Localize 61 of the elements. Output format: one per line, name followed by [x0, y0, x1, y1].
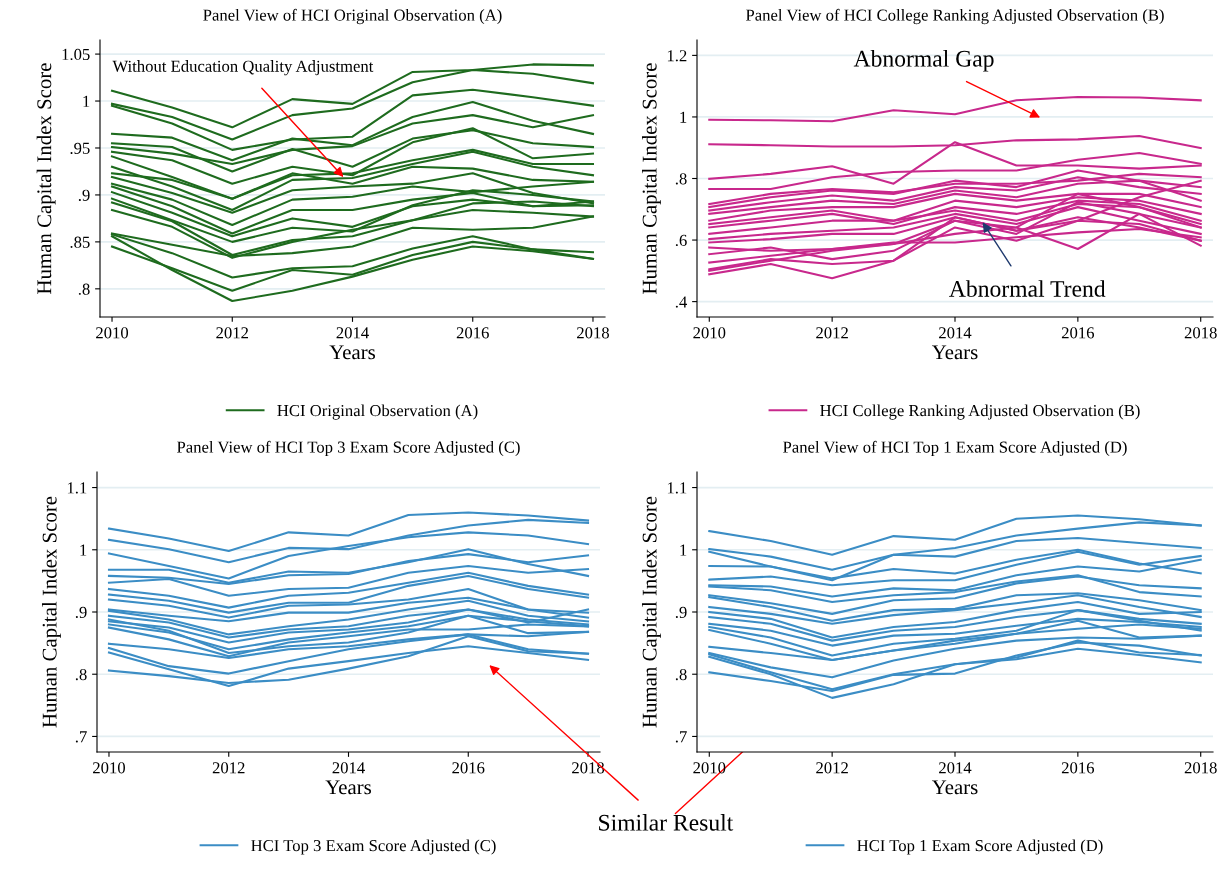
x-tick-label: 2018 — [572, 762, 605, 774]
y-tick-label: 1.1 — [67, 482, 87, 494]
chart-title: Panel View of HCI Top 3 Exam Score Adjusted (C) — [177, 440, 520, 457]
y-axis-title: Human Capital Index Score — [36, 63, 56, 294]
y-tick-label: 1 — [83, 95, 90, 107]
x-tick-label: 2010 — [693, 327, 726, 339]
chart-title: Panel View of HCI Top 1 Exam Score Adjusted (D) — [783, 440, 1127, 457]
legend-label: HCI Original Observation (A) — [277, 404, 478, 420]
y-tick-label: 1 — [680, 544, 687, 556]
x-tick-label: 2014 — [939, 762, 972, 774]
legend-label: HCI Top 3 Exam Score Adjusted (C) — [251, 839, 496, 855]
x-axis-title: Years — [931, 345, 978, 360]
x-tick-label: 2016 — [1061, 762, 1095, 774]
annotation: Abnormal Trend — [949, 280, 1106, 297]
x-tick-label: 2016 — [1061, 327, 1095, 339]
x-tick-label: 2012 — [212, 762, 245, 774]
y-tick-label: .9 — [75, 606, 87, 619]
x-axis-title: Years — [325, 780, 371, 795]
y-tick-label: 1.05 — [62, 48, 90, 61]
y-tick-label: .7 — [75, 731, 87, 743]
x-tick-label: 2014 — [332, 762, 365, 774]
annotation: Abnormal Gap — [853, 50, 994, 72]
legend-label: HCI Top 1 Exam Score Adjusted (D) — [857, 839, 1103, 855]
x-tick-label: 2010 — [96, 327, 129, 339]
x-axis-title: Years — [931, 780, 978, 795]
x-tick-label: 2016 — [456, 327, 489, 339]
x-tick-label: 2018 — [1184, 327, 1217, 339]
x-tick-label: 2012 — [816, 327, 848, 339]
x-tick-label: 2014 — [336, 327, 369, 339]
y-tick-label: .95 — [70, 142, 90, 154]
y-axis-title: Human Capital Index Score — [42, 496, 61, 728]
chart-title: Panel View of HCI College Ranking Adjusted Observation (B) — [745, 8, 1164, 25]
x-tick-label: 2016 — [452, 762, 485, 774]
y-tick-label: 1.2 — [667, 50, 687, 62]
y-tick-label: 1.1 — [667, 482, 687, 494]
x-tick-label: 2010 — [693, 762, 726, 774]
y-tick-label: 1 — [80, 544, 87, 556]
y-tick-label: .9 — [78, 189, 90, 201]
x-tick-label: 2018 — [577, 327, 610, 339]
y-tick-label: .8 — [75, 668, 87, 681]
legend-label: HCI College Ranking Adjusted Observation (B) — [820, 404, 1140, 420]
x-axis-title: Years — [329, 345, 375, 360]
y-tick-label: .8 — [78, 283, 90, 295]
x-tick-label: 2012 — [216, 327, 249, 339]
y-tick-label: .7 — [675, 731, 687, 743]
annotation: Without Education Quality Adjustment — [112, 60, 374, 76]
y-axis-title: Human Capital Index Score — [642, 496, 661, 728]
y-axis-title: Human Capital Index Score — [642, 63, 661, 294]
y-tick-label: .8 — [675, 173, 687, 185]
chart-title: Panel View of HCI Original Observation (A) — [203, 8, 502, 25]
y-tick-label: .6 — [675, 234, 687, 247]
x-tick-label: 2012 — [816, 762, 848, 774]
x-tick-label: 2014 — [939, 327, 972, 339]
y-tick-label: .9 — [675, 606, 687, 619]
text: Similar Result — [599, 814, 734, 831]
x-tick-label: 2010 — [93, 762, 126, 774]
y-tick-label: .4 — [675, 296, 688, 308]
x-tick-label: 2018 — [1184, 762, 1217, 774]
y-tick-label: 1 — [680, 111, 687, 123]
y-tick-label: .8 — [675, 668, 687, 681]
y-tick-label: .85 — [70, 236, 90, 248]
